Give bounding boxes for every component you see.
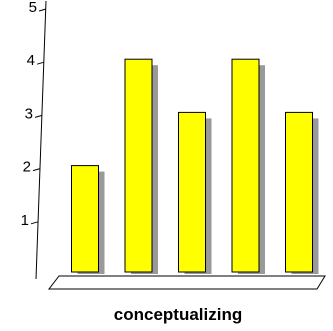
y-tick-label: 1 <box>21 212 29 229</box>
y-tick-mark <box>34 114 43 118</box>
y-tick-label: 3 <box>25 105 33 122</box>
bar <box>231 58 260 273</box>
y-tick-mark <box>36 61 45 65</box>
bar <box>124 58 153 273</box>
chart-floor <box>47 275 326 290</box>
bar <box>71 165 99 273</box>
y-axis-line <box>35 0 47 280</box>
y-tick-label: 5 <box>29 0 37 16</box>
y-tick-mark <box>38 8 47 12</box>
x-axis-title: conceptualizing <box>114 305 242 324</box>
bar <box>285 111 313 273</box>
y-tick-mark <box>32 168 41 172</box>
y-tick-mark <box>30 221 39 225</box>
axis-layer <box>30 0 47 280</box>
floor-plane <box>47 275 326 290</box>
y-tick-label: 2 <box>23 159 31 176</box>
y-tick-labels: 1 2 3 4 5 <box>21 0 37 229</box>
y-tick-label: 4 <box>27 52 35 69</box>
bar <box>178 111 206 273</box>
bar-series <box>71 58 319 275</box>
